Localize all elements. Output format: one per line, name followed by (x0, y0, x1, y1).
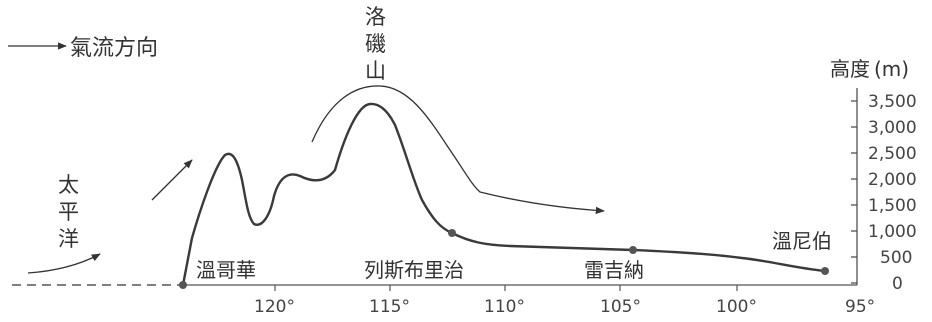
x-tick-label-105: 105° (600, 297, 641, 317)
y-tick-label-2000: 2,000 (868, 170, 917, 190)
mountain-label: 洛 磯 山 (365, 5, 386, 83)
ocean-char-2: 平 (58, 200, 79, 224)
city-label-calgary: 列斯布里治 (364, 258, 464, 282)
y-tick-label-0: 0 (892, 274, 903, 294)
ocean-label: 太 平 洋 (58, 173, 79, 251)
x-tick-label-95: 95° (845, 297, 875, 317)
y-tick-label-1000: 1,000 (868, 222, 917, 242)
x-axis: 120° 115° 110° 105° 100° 95° (183, 284, 875, 317)
city-dot-winnipeg (821, 267, 829, 275)
city-label-regina: 雷吉納 (584, 258, 644, 282)
mountain-char-3: 山 (365, 59, 386, 83)
airflow-arrows (27, 85, 605, 274)
city-dot-calgary (448, 229, 456, 237)
airflow-arrow-windward (151, 159, 193, 201)
x-tick-label-120: 120° (254, 297, 295, 317)
airflow-arrow-over-mountain (311, 85, 605, 215)
airflow-arrow-ocean (27, 253, 101, 274)
ocean-char-1: 太 (58, 173, 79, 197)
x-tick-label-110: 110° (484, 297, 525, 317)
city-label-winnipeg: 溫尼伯 (772, 229, 832, 253)
legend-label: 氣流方向 (70, 36, 158, 61)
x-tick-label-100: 100° (716, 297, 757, 317)
city-label-vancouver: 溫哥華 (196, 258, 256, 282)
y-tick-label-500: 500 (880, 248, 912, 268)
y-axis: 高度 (m) 3,500 3,000 2,500 2,000 1,500 1,0… (830, 57, 917, 294)
x-tick-label-115: 115° (369, 297, 410, 317)
y-tick-label-1500: 1,500 (868, 196, 917, 216)
y-tick-label-3000: 3,000 (868, 118, 917, 138)
city-dot-regina (629, 246, 637, 254)
terrain-profile (181, 102, 826, 286)
y-tick-label-3500: 3,500 (868, 92, 917, 112)
mountain-char-2: 磯 (365, 32, 386, 56)
y-tick-label-2500: 2,500 (868, 144, 917, 164)
y-axis-title: 高度 (830, 57, 870, 81)
y-axis-tick-marks (851, 100, 857, 284)
ocean-char-3: 洋 (58, 227, 79, 251)
mountain-char-1: 洛 (365, 5, 386, 29)
y-axis-unit: (m) (874, 57, 909, 81)
city-markers (179, 229, 829, 289)
legend: 氣流方向 (8, 36, 158, 61)
x-axis-tick-marks (274, 285, 738, 291)
